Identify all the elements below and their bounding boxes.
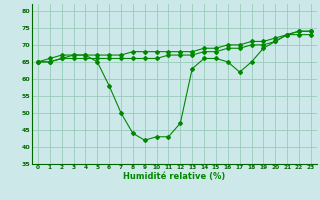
X-axis label: Humidité relative (%): Humidité relative (%) (123, 172, 226, 181)
